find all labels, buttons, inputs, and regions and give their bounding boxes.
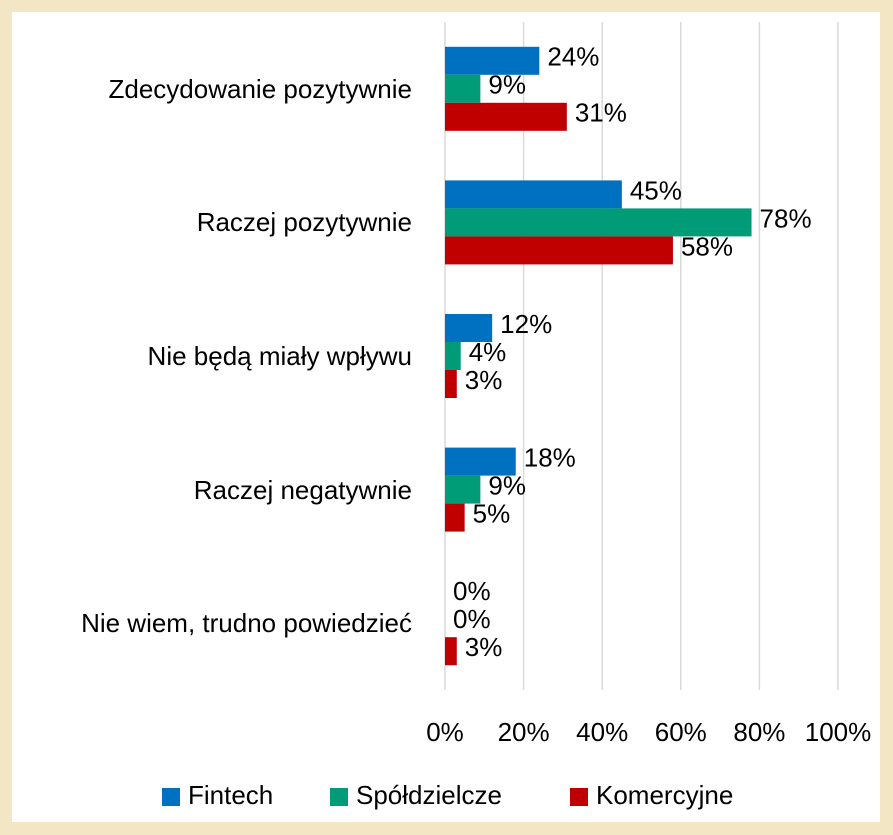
x-tick-label: 100% bbox=[805, 717, 872, 747]
data-label: 12% bbox=[500, 309, 552, 339]
data-label: 9% bbox=[488, 470, 526, 500]
bar bbox=[445, 342, 461, 370]
bar bbox=[445, 475, 481, 504]
bar bbox=[445, 637, 457, 666]
data-label: 0% bbox=[453, 576, 491, 606]
data-label: 9% bbox=[488, 70, 526, 100]
data-label: 18% bbox=[524, 442, 576, 472]
bar bbox=[445, 503, 465, 532]
data-label: 45% bbox=[630, 175, 682, 205]
y-tick-label: Raczej pozytywnie bbox=[196, 207, 412, 238]
y-tick-label: Raczej negatywnie bbox=[193, 474, 412, 505]
x-tick-label: 0% bbox=[426, 717, 464, 747]
x-tick-label: 60% bbox=[655, 717, 707, 747]
data-label: 5% bbox=[473, 498, 511, 528]
y-tick-label-box: Nie będą miały wpływu bbox=[12, 340, 412, 372]
y-tick-label: Nie wiem, trudno powiedzieć bbox=[81, 608, 412, 639]
bar bbox=[445, 46, 540, 75]
x-tick-label: 20% bbox=[498, 717, 550, 747]
x-tick-label: 80% bbox=[733, 717, 785, 747]
data-label: 4% bbox=[469, 337, 507, 367]
bar bbox=[445, 370, 457, 398]
bar bbox=[445, 74, 481, 103]
legend-label: Spółdzielcze bbox=[356, 780, 502, 810]
data-label: 31% bbox=[575, 98, 627, 128]
data-label: 24% bbox=[547, 42, 599, 72]
y-tick-label-box: Zdecydowanie pozytywnie bbox=[12, 73, 413, 105]
chart-panel bbox=[12, 12, 880, 822]
legend-label: Komercyjne bbox=[596, 780, 733, 810]
bar bbox=[445, 180, 622, 209]
data-label: 0% bbox=[453, 604, 491, 634]
data-label: 58% bbox=[681, 231, 733, 261]
legend-swatch bbox=[570, 788, 588, 806]
bar bbox=[445, 102, 567, 131]
data-label: 78% bbox=[760, 203, 812, 233]
y-tick-label: Nie będą miały wpływu bbox=[147, 341, 412, 371]
y-tick-label: Zdecydowanie pozytywnie bbox=[108, 73, 413, 104]
legend-swatch bbox=[330, 788, 348, 806]
bar bbox=[445, 447, 516, 476]
y-tick-label-box: Raczej negatywnie bbox=[12, 474, 412, 506]
data-label: 3% bbox=[465, 365, 503, 395]
bar bbox=[445, 208, 752, 237]
y-tick-label-box: Nie wiem, trudno powiedzieć bbox=[12, 607, 412, 639]
bar bbox=[445, 236, 673, 265]
legend-label: Fintech bbox=[188, 780, 273, 810]
x-tick-label: 40% bbox=[576, 717, 628, 747]
data-label: 3% bbox=[465, 632, 503, 662]
y-tick-label-box: Raczej pozytywnie bbox=[12, 206, 412, 238]
legend-swatch bbox=[162, 788, 180, 806]
bar bbox=[445, 314, 493, 342]
